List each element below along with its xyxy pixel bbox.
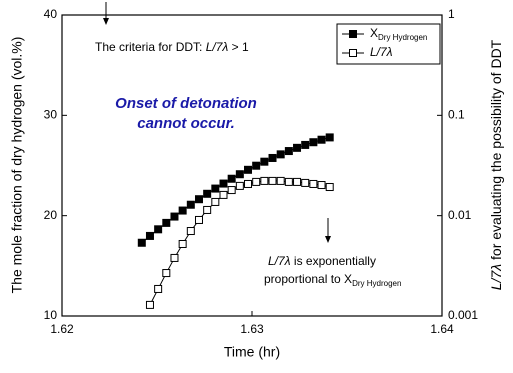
marker (309, 138, 318, 147)
marker (293, 143, 302, 152)
marker (317, 135, 326, 144)
series-line (149, 180, 330, 306)
annotation: cannot occur. (137, 115, 235, 132)
marker (186, 227, 195, 236)
annotation-part: proportional to X (264, 272, 352, 286)
x-tick-label: 1.62 (50, 322, 74, 336)
y-tick-label: 10 (44, 308, 58, 322)
annotation-part: Dry Hydrogen (352, 279, 401, 288)
marker (309, 179, 318, 188)
arrow-head (103, 18, 109, 25)
marker (170, 253, 179, 262)
marker (194, 215, 203, 224)
marker (235, 170, 244, 179)
marker (325, 133, 334, 142)
y2-tick-label: 1 (448, 7, 455, 21)
marker (145, 300, 154, 309)
annotation-part: L/7λ (206, 40, 229, 54)
annotation-part: L/7λ (268, 254, 291, 268)
marker (219, 190, 228, 199)
marker (211, 184, 220, 193)
marker (301, 178, 310, 187)
marker (252, 161, 261, 170)
marker (194, 195, 203, 204)
marker (154, 225, 163, 234)
annotation-part: The criteria for DDT: (95, 40, 206, 54)
legend-label: XDry Hydrogen (370, 26, 427, 42)
marker (170, 212, 179, 221)
marker (162, 218, 171, 227)
marker (162, 269, 171, 278)
annotation: proportional to XDry Hydrogen (264, 272, 401, 288)
marker (301, 140, 310, 149)
marker (186, 200, 195, 209)
marker (178, 239, 187, 248)
annotation: L/7λ is exponentially (268, 254, 376, 268)
x-tick-label: 1.63 (240, 322, 264, 336)
y-tick-label: 30 (44, 108, 58, 122)
series-line (141, 136, 330, 244)
y2-label-part: for evaluating the possibility of DDT (488, 39, 504, 264)
marker (203, 189, 212, 198)
y2-tick-label: 0.01 (448, 208, 472, 222)
marker (235, 181, 244, 190)
y-tick-label: 20 (44, 208, 58, 222)
annotation-part: is exponentially (291, 254, 376, 268)
marker (260, 176, 269, 185)
marker (317, 181, 326, 190)
y2-tick-label: 0.1 (448, 108, 465, 122)
y2-tick-label: 0.001 (448, 308, 478, 322)
annotation: Onset of detonation (115, 95, 257, 112)
marker (178, 206, 187, 215)
arrow-head (325, 236, 331, 243)
legend-marker (349, 49, 357, 57)
marker (211, 197, 220, 206)
legend-label-part: X (370, 26, 378, 40)
x-axis-label: Time (hr) (224, 344, 280, 360)
marker (284, 147, 293, 156)
annotation: The criteria for DDT: L/7λ > 1 (95, 40, 249, 54)
legend-label-part: Dry Hydrogen (378, 33, 427, 42)
legend-label-part: L/7λ (370, 45, 393, 59)
marker (203, 205, 212, 214)
marker (252, 177, 261, 186)
marker (276, 150, 285, 159)
marker (268, 176, 277, 185)
marker (154, 284, 163, 293)
marker (244, 179, 253, 188)
legend-label: L/7λ (370, 45, 393, 59)
marker (260, 157, 269, 166)
marker (219, 179, 228, 188)
marker (293, 177, 302, 186)
legend-marker (349, 30, 357, 38)
marker (227, 174, 236, 183)
marker (227, 186, 236, 195)
marker (244, 165, 253, 174)
y2-label-part: L/7λ (488, 264, 504, 290)
y-tick-label: 40 (44, 7, 58, 21)
marker (276, 176, 285, 185)
marker (137, 238, 146, 247)
y-axis-label: The mole fraction of dry hydrogen (vol.%… (9, 37, 25, 294)
y2-axis-label: L/7λ for evaluating the possibility of D… (488, 39, 504, 290)
annotation-part: > 1 (228, 40, 249, 54)
marker (325, 183, 334, 192)
marker (284, 177, 293, 186)
x-tick-label: 1.64 (430, 322, 454, 336)
marker (145, 231, 154, 240)
marker (268, 153, 277, 162)
